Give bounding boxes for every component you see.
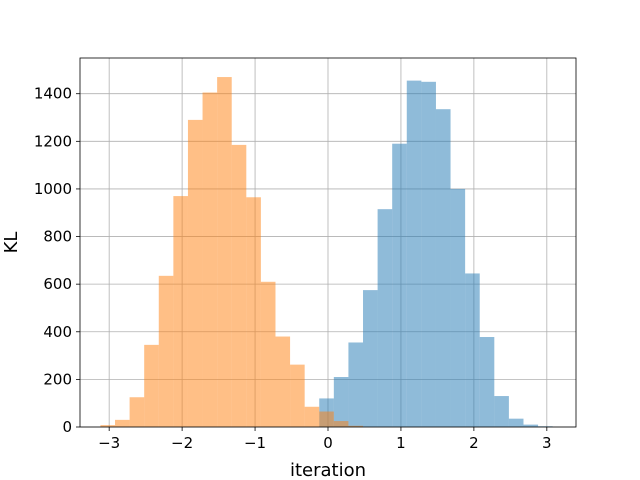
histogram-bar-series-2 — [231, 144, 247, 427]
histogram-bar-series-2 — [319, 411, 334, 427]
histogram-bar-series-2 — [144, 344, 159, 427]
x-axis-label: iteration — [290, 460, 366, 480]
histogram-bar-series-2 — [173, 196, 188, 427]
ticks: −3 −2 −1 0 1 2 3 0 200 400 600 800 1000 1200 1400 — [34, 85, 552, 452]
y-tick-label: 800 — [43, 228, 72, 246]
bars — [100, 77, 553, 428]
histogram-bar-series-1 — [450, 188, 466, 427]
histogram-bar-series-1 — [348, 342, 364, 427]
histogram-bar-series-2 — [115, 419, 130, 427]
histogram-bar-series-1 — [392, 143, 407, 427]
y-tick-label: 1000 — [34, 180, 72, 198]
histogram-bar-series-2 — [129, 397, 145, 427]
histogram-bar-series-1 — [363, 290, 378, 427]
histogram-bar-series-2 — [202, 92, 218, 428]
x-tick-label: −1 — [244, 434, 266, 452]
x-tick-label: 0 — [323, 434, 333, 452]
histogram-bar-series-1 — [523, 424, 539, 427]
histogram-bar-series-1 — [333, 377, 349, 427]
y-tick-label: 0 — [62, 418, 72, 436]
histogram-bar-series-1 — [479, 337, 495, 427]
histogram-bar-series-2 — [260, 281, 276, 427]
histogram-bar-series-1 — [435, 109, 451, 427]
histogram-bar-series-1 — [406, 80, 422, 428]
histogram-bar-series-2 — [348, 425, 364, 427]
x-tick-label: 2 — [469, 434, 479, 452]
histogram-bar-series-2 — [187, 119, 203, 427]
histogram-bar-series-1 — [377, 209, 393, 427]
histogram-bar-series-1 — [421, 81, 436, 427]
histogram-bar-series-2 — [158, 275, 174, 427]
y-axis-label: KL — [1, 232, 22, 254]
histogram-bar-series-2 — [333, 421, 349, 427]
y-tick-label: 200 — [43, 370, 72, 388]
histogram-bar-series-1 — [494, 396, 509, 427]
x-tick-label: 3 — [542, 434, 552, 452]
histogram-bar-series-2 — [100, 425, 116, 427]
histogram-bar-series-2 — [290, 364, 305, 427]
y-tick-label: 400 — [43, 323, 72, 341]
y-tick-label: 600 — [43, 275, 72, 293]
y-tick-label: 1400 — [34, 85, 72, 103]
x-tick-label: 1 — [396, 434, 406, 452]
histogram-bar-series-2 — [304, 406, 320, 427]
histogram-bar-series-2 — [246, 197, 261, 427]
x-tick-label: −3 — [98, 434, 120, 452]
histogram-bar-series-1 — [508, 418, 524, 427]
y-tick-label: 1200 — [34, 132, 72, 150]
histogram-bar-series-1 — [465, 273, 480, 427]
histogram-bar-series-2 — [275, 336, 291, 427]
x-tick-label: −2 — [171, 434, 193, 452]
histogram-bar-series-2 — [217, 77, 232, 427]
